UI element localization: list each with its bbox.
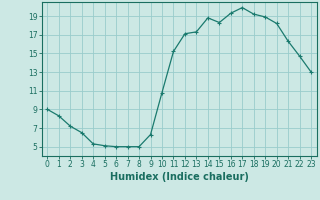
X-axis label: Humidex (Indice chaleur): Humidex (Indice chaleur) <box>110 172 249 182</box>
